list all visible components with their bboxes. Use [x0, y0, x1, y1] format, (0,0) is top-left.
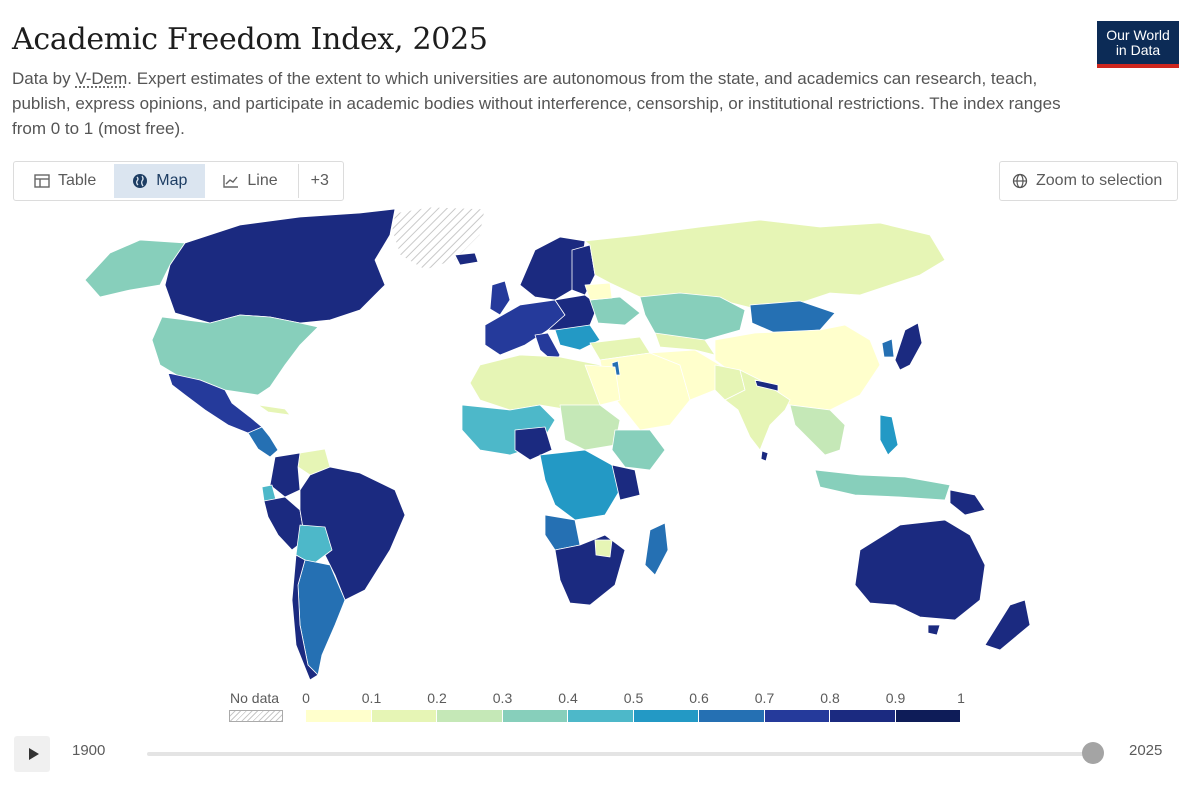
country-kenya[interactable]: [611, 464, 641, 501]
legend-tick-label: 0.4: [558, 690, 578, 706]
country-central-america[interactable]: [247, 426, 279, 458]
legend-bin[interactable]: [764, 710, 830, 722]
view-tabs: Table Map Line +3: [13, 161, 344, 201]
source-link[interactable]: V-Dem: [75, 69, 128, 88]
logo-accent-bar: [1097, 64, 1179, 68]
tab-line-label: Line: [247, 172, 278, 189]
legend-tick-label: 1: [957, 690, 965, 706]
country-new-zealand[interactable]: [984, 599, 1031, 651]
chart-subtitle: Data by V-Dem. Expert estimates of the e…: [12, 66, 1082, 141]
country-central-asia[interactable]: [654, 332, 716, 356]
legend-bin[interactable]: [371, 710, 437, 722]
timeline: 1900 2025: [0, 732, 1200, 772]
country-australia[interactable]: [854, 519, 986, 621]
legend-bin[interactable]: [895, 710, 961, 722]
country-sudan[interactable]: [559, 404, 621, 451]
world-map[interactable]: [0, 205, 1200, 685]
country-sri-lanka[interactable]: [760, 450, 769, 462]
country-nepal[interactable]: [754, 379, 779, 392]
tab-more[interactable]: +3: [297, 164, 341, 198]
tab-table[interactable]: Table: [16, 164, 114, 198]
country-angola[interactable]: [544, 514, 581, 551]
logo-line-1: Our World: [1106, 27, 1170, 43]
subtitle-prefix: Data by: [12, 69, 76, 88]
country-iceland[interactable]: [454, 252, 479, 266]
legend-tick-label: 0.6: [689, 690, 709, 706]
country-japan[interactable]: [894, 322, 923, 371]
chart-title: Academic Freedom Index, 2025: [12, 22, 488, 57]
legend-tick-label: 0: [302, 690, 310, 706]
table-icon: [34, 174, 50, 188]
globe-icon: [133, 174, 148, 188]
legend-tick-label: 0.3: [492, 690, 513, 706]
legend-tick-label: 0.1: [361, 690, 382, 706]
globe-icon: [1012, 173, 1028, 189]
logo-line-2: in Data: [1115, 42, 1161, 58]
no-data-swatch[interactable]: [229, 710, 283, 722]
country-ukraine[interactable]: [589, 296, 641, 326]
country-indonesia[interactable]: [814, 469, 951, 501]
country-tasmania[interactable]: [927, 624, 941, 636]
tab-table-label: Table: [58, 172, 97, 189]
country-papua-new-guinea[interactable]: [949, 489, 986, 516]
legend-tick-label: 0.9: [885, 690, 906, 706]
legend-tick-label: 0.7: [754, 690, 775, 706]
legend-bin[interactable]: [830, 710, 896, 722]
legend-bin[interactable]: [502, 710, 568, 722]
color-legend: No data 0 0.1 0.2 0.3 0.4 0.5 0.6 0.7 0.8 0.9 1: [0, 686, 1200, 726]
line-chart-icon: [223, 175, 239, 188]
country-uk[interactable]: [489, 280, 511, 316]
timeline-start-year: 1900: [72, 742, 106, 759]
play-button[interactable]: [14, 736, 50, 772]
timeline-end-year: 2025: [1129, 742, 1163, 759]
legend-tick-label: 0.2: [427, 690, 447, 706]
country-madagascar[interactable]: [644, 522, 669, 576]
country-cuba[interactable]: [257, 404, 291, 416]
country-korea[interactable]: [881, 338, 895, 358]
country-southeast-asia[interactable]: [789, 404, 846, 456]
country-russia[interactable]: [584, 219, 946, 311]
country-colombia[interactable]: [269, 452, 301, 498]
legend-tick-label: 0.8: [820, 690, 840, 706]
owid-logo[interactable]: Our World in Data: [1097, 21, 1179, 68]
country-usa[interactable]: [151, 314, 319, 396]
timeline-track[interactable]: [147, 752, 1095, 756]
country-balkans[interactable]: [554, 324, 601, 351]
country-chile[interactable]: [291, 554, 319, 681]
tab-map-label: Map: [156, 172, 188, 189]
timeline-handle[interactable]: [1082, 742, 1104, 764]
country-canada[interactable]: [164, 208, 396, 324]
legend-bin[interactable]: [568, 710, 634, 722]
country-egypt[interactable]: [584, 364, 621, 406]
subtitle-text: . Expert estimates of the extent to whic…: [12, 69, 1061, 138]
zoom-to-selection-button[interactable]: Zoom to selection: [999, 161, 1178, 201]
legend-tick-label: 0.5: [623, 690, 644, 706]
legend-bin[interactable]: [699, 710, 765, 722]
country-central-africa[interactable]: [539, 449, 621, 521]
legend-bin[interactable]: [437, 710, 503, 722]
no-data-label: No data: [230, 690, 280, 706]
country-north-africa[interactable]: [469, 354, 606, 411]
tab-line[interactable]: Line: [205, 164, 295, 198]
country-greenland: [391, 206, 486, 271]
country-mongolia[interactable]: [749, 300, 836, 334]
country-bolivia[interactable]: [295, 524, 333, 566]
play-icon: [28, 748, 39, 760]
country-ethiopia[interactable]: [611, 429, 666, 471]
zoom-button-label: Zoom to selection: [1036, 172, 1163, 189]
country-kazakhstan[interactable]: [639, 292, 746, 341]
tab-more-label: +3: [310, 172, 329, 189]
country-zimbabwe[interactable]: [594, 539, 613, 558]
legend-bin[interactable]: [633, 710, 699, 722]
tab-map[interactable]: Map: [114, 164, 206, 198]
country-belarus[interactable]: [584, 282, 613, 301]
country-philippines[interactable]: [879, 414, 899, 456]
legend-bin[interactable]: [306, 710, 372, 722]
country-brazil[interactable]: [299, 466, 406, 601]
